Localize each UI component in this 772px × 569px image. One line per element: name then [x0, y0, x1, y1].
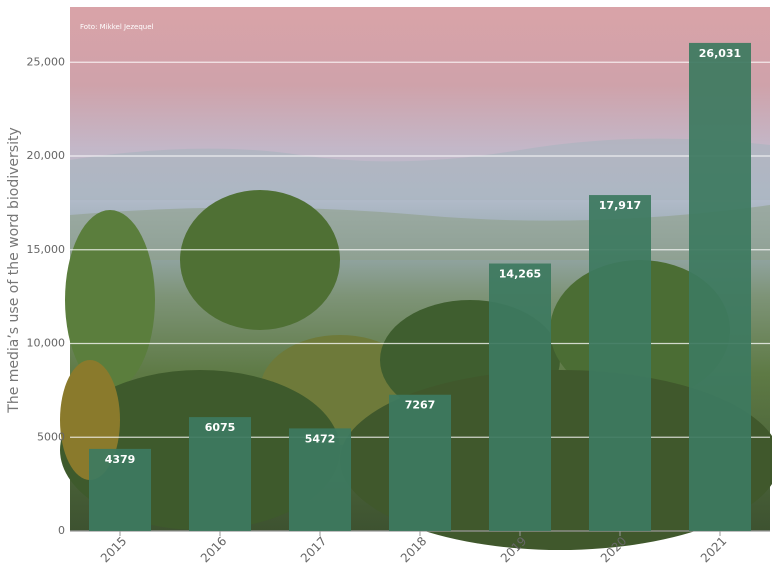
- bar: [689, 42, 751, 531]
- bar: [389, 394, 451, 531]
- y-tick-label: 20,000: [27, 149, 66, 162]
- y-axis-title: The media’s use of the word biodiversity: [6, 127, 22, 413]
- value-label: 17,917: [599, 199, 641, 212]
- y-tick-label: 0: [58, 524, 65, 537]
- value-label: 4379: [105, 453, 136, 466]
- y-tick-label: 25,000: [27, 55, 66, 68]
- x-tick-label: 2017: [298, 534, 329, 565]
- value-label: 26,031: [699, 47, 741, 60]
- value-label: 5472: [305, 432, 336, 445]
- x-tick-label: 2018: [398, 534, 429, 565]
- y-tick-label: 10,000: [27, 337, 66, 350]
- x-tick-label: 2015: [98, 534, 129, 565]
- bar: [189, 417, 251, 531]
- bar: [89, 448, 151, 531]
- value-label: 7267: [405, 399, 436, 412]
- photo-credit: Foto: Mikkel Jezequel: [80, 23, 154, 31]
- y-tick-label: 5000: [37, 430, 65, 443]
- bar: [489, 263, 551, 531]
- x-tick-label: 2016: [198, 534, 229, 565]
- value-label: 14,265: [499, 268, 541, 281]
- y-tick-label: 15,000: [27, 243, 66, 256]
- bar: [589, 195, 651, 531]
- x-tick-label: 2021: [698, 534, 729, 565]
- value-label: 6075: [205, 421, 236, 434]
- bar: [289, 428, 351, 531]
